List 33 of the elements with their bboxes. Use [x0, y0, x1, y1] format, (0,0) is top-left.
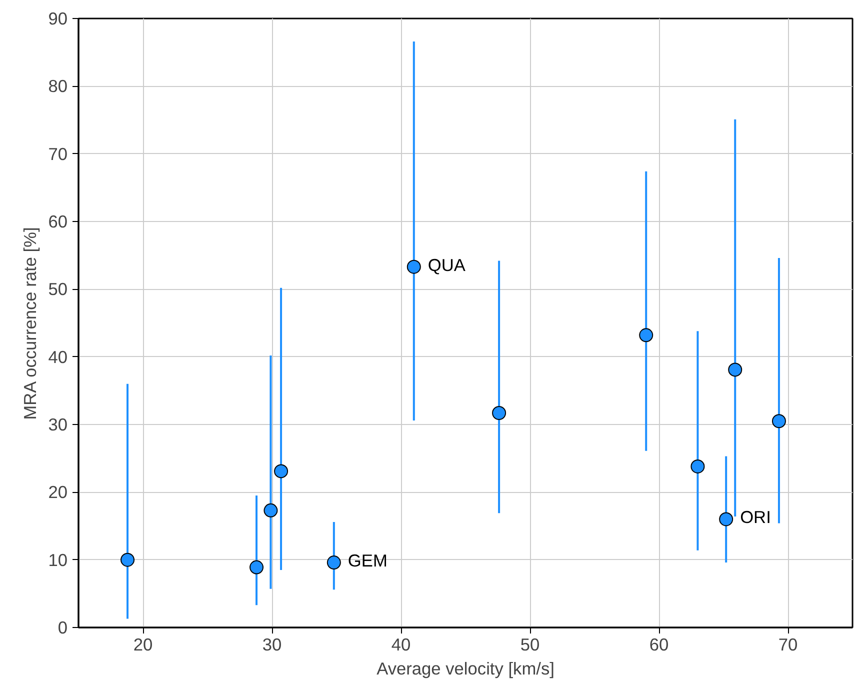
x-tick-label: 70 [778, 634, 798, 654]
x-tick-label: 50 [520, 634, 540, 654]
y-tick-label: 20 [48, 482, 68, 502]
point [690, 459, 705, 474]
point [492, 406, 506, 420]
y-tick-label: 10 [48, 550, 68, 570]
point [719, 512, 734, 526]
point [250, 560, 264, 574]
y-tick-label: 90 [48, 8, 68, 28]
x-tick-label: 20 [133, 634, 153, 654]
point [406, 260, 421, 274]
x-tick-label: 60 [649, 634, 669, 654]
point [326, 556, 341, 570]
annotation: QUA [428, 254, 466, 275]
annotation: GEM [348, 550, 388, 571]
y-tick-label: 80 [48, 76, 68, 96]
y-axis-title: MRA occurrence rate [%] [20, 227, 40, 420]
point [728, 362, 742, 377]
annotation: ORI [740, 507, 771, 528]
x-axis-title: Average velocity [km/s] [376, 658, 554, 678]
y-tick-label: 60 [48, 212, 68, 232]
point [274, 464, 288, 478]
y-tick-label: 40 [48, 346, 68, 367]
x-tick-label: 30 [262, 634, 282, 654]
point [639, 328, 654, 342]
y-tick-label: 30 [48, 414, 68, 434]
y-tick-label: 70 [48, 144, 68, 164]
point [120, 552, 135, 567]
point [772, 414, 786, 428]
y-tick-label: 0 [58, 618, 68, 638]
point [264, 503, 278, 518]
x-tick-label: 40 [391, 634, 411, 654]
y-tick-label: 50 [48, 279, 68, 300]
